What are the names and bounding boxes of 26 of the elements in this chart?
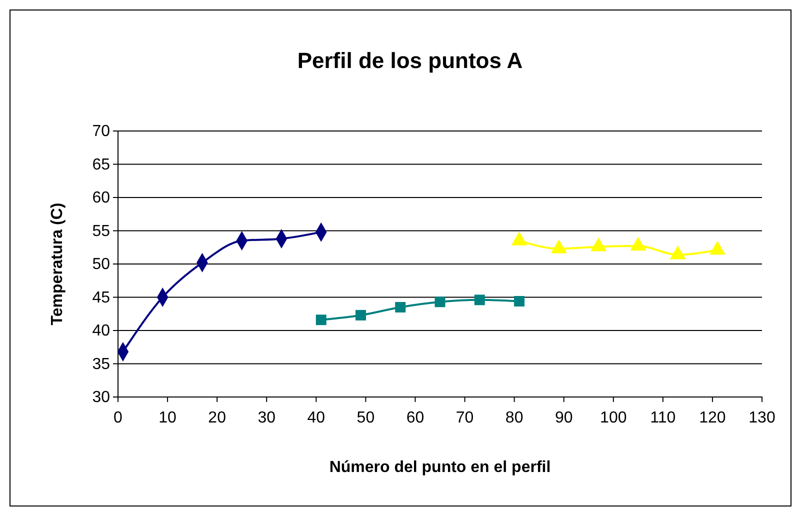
y-tick-label: 35 bbox=[92, 356, 110, 373]
chart-title: Perfil de los puntos A bbox=[297, 48, 523, 73]
y-tick-label: 60 bbox=[92, 190, 110, 207]
x-tick-label: 0 bbox=[114, 410, 123, 427]
x-tick-label: 60 bbox=[406, 410, 424, 427]
x-tick-label: 80 bbox=[505, 410, 524, 427]
y-tick-label: 40 bbox=[92, 322, 110, 340]
x-tick-label: 70 bbox=[456, 410, 474, 427]
x-tick-label: 90 bbox=[554, 410, 573, 427]
y-tick-label: 30 bbox=[92, 389, 110, 406]
y-tick-label: 70 bbox=[92, 123, 110, 140]
y-tick-label: 65 bbox=[92, 156, 110, 174]
y-tick-label: 55 bbox=[92, 222, 110, 240]
x-axis-title: Número del punto en el perfil bbox=[329, 459, 551, 476]
x-tick-label: 130 bbox=[748, 410, 776, 427]
x-tick-label: 50 bbox=[356, 410, 375, 427]
y-axis-title: Temperatura (C) bbox=[49, 202, 66, 326]
x-tick-label: 120 bbox=[699, 410, 726, 427]
x-tick-label: 40 bbox=[307, 410, 326, 427]
y-tick-label: 45 bbox=[92, 289, 110, 306]
x-tick-label: 110 bbox=[650, 410, 676, 427]
y-tick-label: 50 bbox=[92, 256, 110, 274]
x-tick-label: 100 bbox=[600, 410, 627, 427]
x-tick-label: 30 bbox=[258, 410, 276, 427]
x-tick-label: 20 bbox=[208, 410, 226, 427]
x-tick-label: 10 bbox=[158, 410, 177, 427]
